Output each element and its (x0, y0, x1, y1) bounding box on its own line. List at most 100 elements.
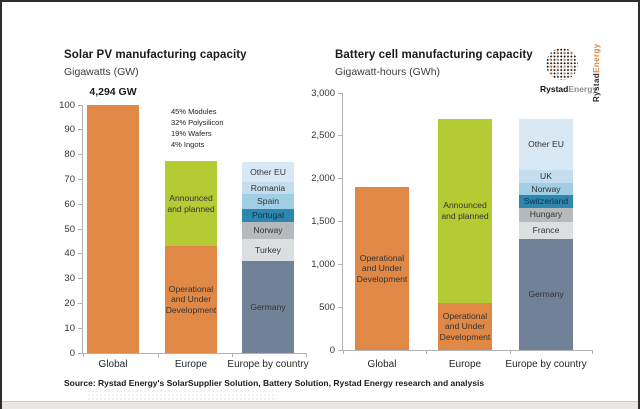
bar-segment: Other EU (242, 162, 294, 182)
y-axis-tick-mark (78, 129, 82, 131)
segment-label: Announced and planned (167, 193, 215, 214)
x-axis-label: Global (98, 359, 128, 370)
bar-segment: UK (519, 170, 573, 183)
y-axis-tick-mark (338, 178, 342, 180)
y-axis-tick-label: 30 (64, 273, 75, 285)
bar-segment: Germany (519, 238, 573, 350)
x-axis-tick-mark (509, 350, 511, 354)
segment-label: Other EU (250, 166, 286, 177)
y-axis-tick-mark (338, 92, 342, 94)
side-brand-accent: Energy (592, 43, 601, 73)
x-axis-tick-mark (426, 350, 428, 354)
bar-segment: Switzerland (519, 194, 573, 208)
y-axis-tick-label: 50 (64, 223, 75, 235)
y-axis-tick-mark (78, 302, 82, 304)
segment-label: Hungary (529, 209, 563, 220)
y-axis-tick-mark (78, 228, 82, 230)
bar-segment: Operational and Under Development (355, 187, 409, 350)
y-axis-tick-mark (78, 178, 82, 180)
segment-label: Switzerland (523, 196, 569, 207)
dotted-globe-icon (546, 48, 578, 80)
y-axis-tick-mark (338, 306, 342, 308)
segment-label: Germany (528, 289, 564, 300)
x-axis-tick-mark (343, 350, 344, 354)
x-axis-tick-mark (306, 353, 307, 357)
x-axis-label: Europe (448, 359, 482, 370)
bar-segment: France (519, 221, 573, 239)
bar-segment: Announced and planned (165, 160, 217, 247)
y-axis-tick-label: 60 (64, 198, 75, 210)
x-axis-tick-mark (592, 350, 593, 354)
solar-chart-title: Solar PV manufacturing capacity (64, 49, 247, 61)
bar-segment: Norway (242, 221, 294, 239)
y-axis-tick-mark (338, 263, 342, 265)
segment-label: Operational and Under Development (165, 283, 217, 315)
note-line: 19% Wafers (171, 129, 212, 138)
y-axis-tick-label: 3,000 (311, 87, 335, 99)
x-axis-label: Global (367, 359, 397, 370)
y-axis-tick-mark (338, 135, 342, 137)
segment-label: Norway (253, 224, 283, 235)
rystad-energy-logo: RystadEnergy (540, 48, 597, 100)
y-axis-tick-label: 1,000 (311, 258, 335, 270)
x-axis-label: Europe (174, 359, 208, 370)
note-line: 4% Ingots (171, 140, 205, 149)
segment-label: Romania (250, 182, 286, 193)
y-axis-tick-mark (338, 349, 342, 351)
y-axis-tick-label: 80 (64, 149, 75, 161)
bar-segment: Operational and Under Development (165, 246, 217, 353)
footer-strip (2, 401, 638, 409)
y-axis-tick-mark (78, 253, 82, 255)
y-axis-tick-label: 0 (329, 344, 335, 356)
y-axis-tick-label: 40 (64, 248, 75, 260)
y-axis-tick-mark (338, 221, 342, 222)
side-brand-bold: Rystad (592, 72, 601, 102)
x-axis-label: Europe by country (227, 359, 309, 370)
segment-label: Spain (257, 196, 279, 207)
logo-brand-light: Energy (568, 84, 598, 94)
y-axis-tick-mark (78, 154, 82, 156)
bar-annotation: 4,294 GW (89, 86, 137, 98)
y-axis-tick-mark (78, 203, 82, 205)
x-axis-tick-mark (157, 353, 159, 357)
segment-label: Announced and planned (441, 200, 489, 221)
bar-segment: Operational and Under Development (438, 302, 492, 350)
segment-label: France (532, 224, 560, 235)
bar-segment: Germany (242, 261, 294, 353)
x-axis-tick-mark (232, 353, 234, 357)
segment-label: Operational and Under Development (439, 310, 491, 342)
bar-segment: Romania (242, 181, 294, 195)
battery-chart-plot: 0 500 1,000 1,500 2,000 2,500 3,000 Operational… (311, 88, 593, 370)
battery-chart-title: Battery cell manufacturing capacity (335, 49, 533, 61)
x-axis-label: Europe by country (505, 359, 587, 370)
y-axis-tick-label: 2,500 (311, 130, 335, 142)
y-axis-tick-label: 1,500 (311, 216, 335, 227)
y-axis-tick-label: 100 (59, 99, 75, 111)
bar-segment: Portugal (242, 209, 294, 222)
y-axis-tick-label: 500 (319, 301, 335, 313)
y-axis-tick-label: 20 (64, 297, 75, 309)
y-axis-tick-mark (78, 278, 82, 280)
y-axis-tick-mark (78, 327, 82, 329)
y-axis-tick-label: 10 (64, 322, 75, 334)
battery-chart-subtitle: Gigawatt-hours (GWh) (335, 66, 441, 78)
note-line: 45% Modules (171, 107, 217, 116)
y-axis-tick-mark (78, 104, 82, 106)
note-line: 32% Polysilicon (171, 118, 224, 127)
segment-label: Operational and Under Development (356, 252, 408, 284)
bar-segment: Spain (242, 194, 294, 210)
segment-label: Portugal (251, 210, 284, 221)
logo-brand-bold: Rystad (540, 84, 569, 94)
watermark-dots (87, 389, 277, 401)
bar-segment: Hungary (519, 207, 573, 222)
y-axis-tick-label: 2,000 (311, 173, 335, 185)
segment-label: Other EU (528, 139, 564, 150)
segment-label: UK (540, 171, 552, 182)
segment-label: Norway (531, 183, 561, 194)
solar-chart-subtitle: Gigawatts (GW) (64, 66, 139, 78)
side-brand-vertical-text: RystadEnergy (592, 43, 603, 102)
source-note: Source: Rystad Energy's SolarSupplier So… (64, 378, 485, 388)
solar-chart-plot: 0 10 20 30 40 50 60 70 80 90 100 Global Operational … (59, 86, 308, 370)
bar-segment: Other EU (519, 118, 573, 171)
